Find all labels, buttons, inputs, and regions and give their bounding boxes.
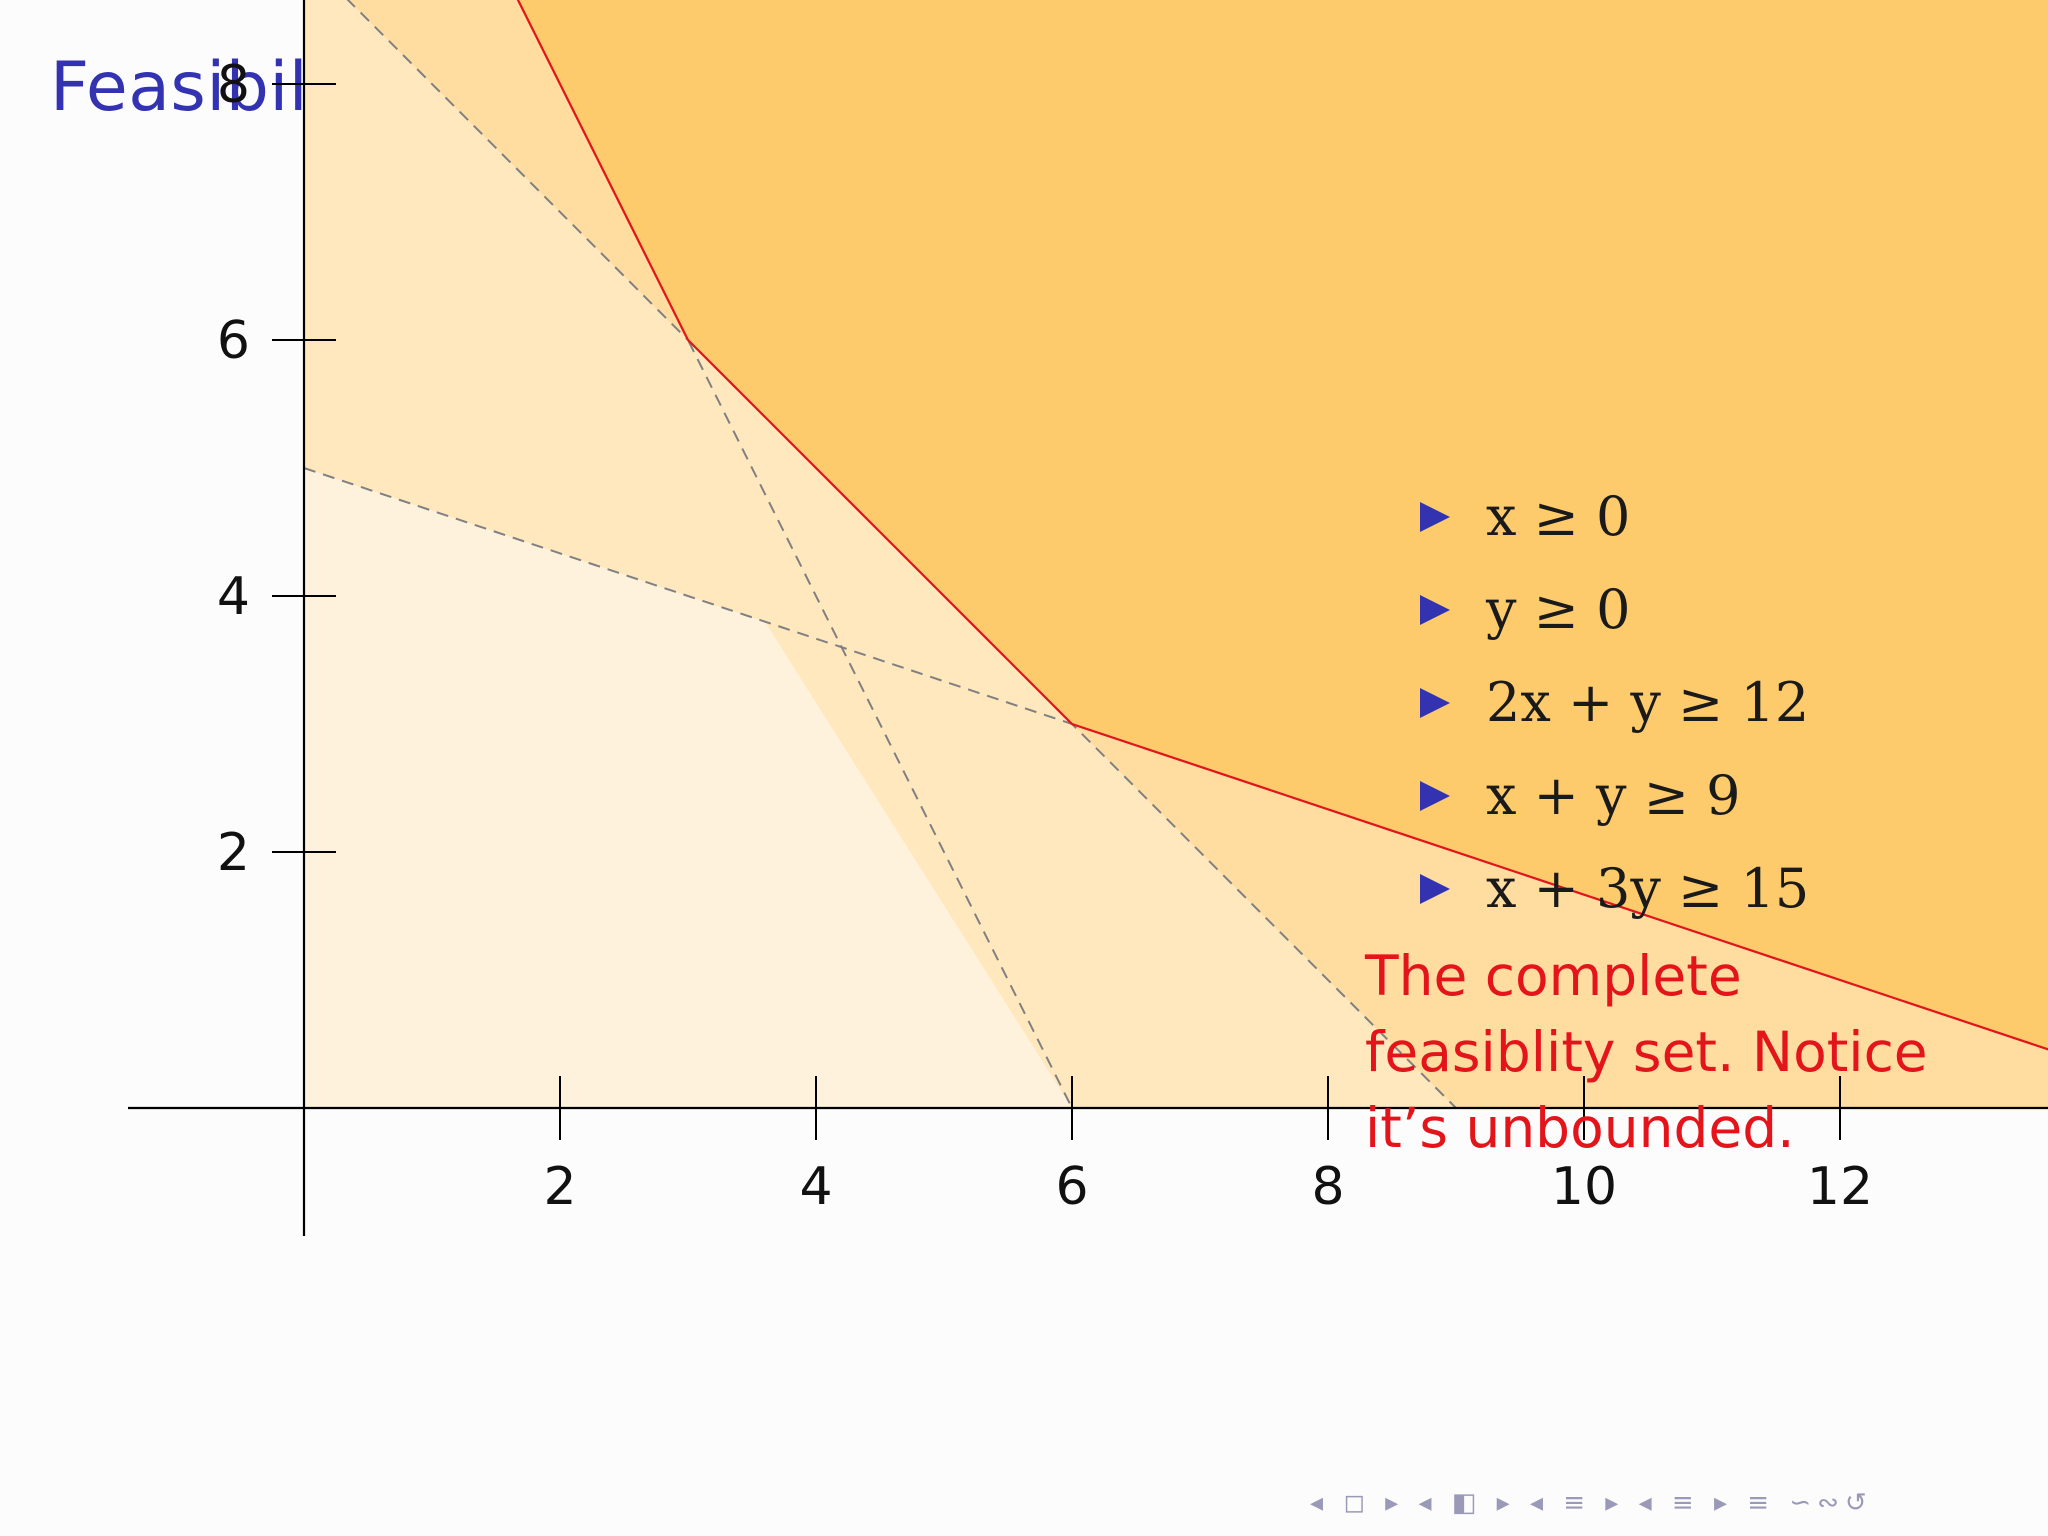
constraint-text: 2x + y ≥ 12 <box>1486 671 1810 734</box>
constraint-list: x ≥ 0 y ≥ 0 2x + y ≥ 12 x + y ≥ 9 x + 3y… <box>1420 470 1809 935</box>
y-tick-label: 2 <box>217 823 250 883</box>
bullet-triangle-icon <box>1420 501 1450 532</box>
constraint-line-2 <box>346 0 1457 1109</box>
constraint-text: x ≥ 0 <box>1486 485 1631 548</box>
y-tick-label: 8 <box>217 55 250 115</box>
y-tick-label: 4 <box>217 567 250 627</box>
bullet-triangle-icon <box>1420 594 1450 625</box>
constraint-text: x + 3y ≥ 15 <box>1486 857 1810 920</box>
shaded-regions <box>304 0 2048 1108</box>
constraint-text: y ≥ 0 <box>1486 578 1631 641</box>
constraint-lines <box>303 0 2048 1109</box>
bullet-triangle-icon <box>1420 687 1450 718</box>
beamer-navigation[interactable]: ◂ ◻ ▸ ◂ ◧ ▸ ◂ ≡ ▸ ◂ ≡ ▸ ≡ ∽∾↺ <box>1310 1488 1873 1518</box>
x-tick-label: 10 <box>1551 1157 1617 1217</box>
x-tick-label: 8 <box>1311 1157 1344 1217</box>
x-tick-label: 6 <box>1055 1157 1088 1217</box>
constraint-item: x ≥ 0 <box>1420 470 1809 563</box>
constraint-item: 2x + y ≥ 12 <box>1420 656 1809 749</box>
constraint-line-1 <box>516 0 1073 1109</box>
feasible-boundary <box>516 0 2048 1051</box>
ticks: 246810121424681012 <box>217 55 1873 1217</box>
constraint-item: x + y ≥ 9 <box>1420 749 1809 842</box>
feasible-region <box>518 0 2048 1050</box>
constraint-text: x + y ≥ 9 <box>1486 764 1741 827</box>
bullet-triangle-icon <box>1420 873 1450 904</box>
constraint-item: y ≥ 0 <box>1420 563 1809 656</box>
x-tick-label: 12 <box>1807 1157 1873 1217</box>
unbounded-note: The complete feasiblity set. Notice it’s… <box>1365 944 1928 1160</box>
bullet-triangle-icon <box>1420 780 1450 811</box>
x-tick-label: 2 <box>543 1157 576 1217</box>
y-tick-label: 6 <box>217 311 250 371</box>
x-tick-label: 4 <box>799 1157 832 1217</box>
constraint-item: x + 3y ≥ 15 <box>1420 842 1809 935</box>
